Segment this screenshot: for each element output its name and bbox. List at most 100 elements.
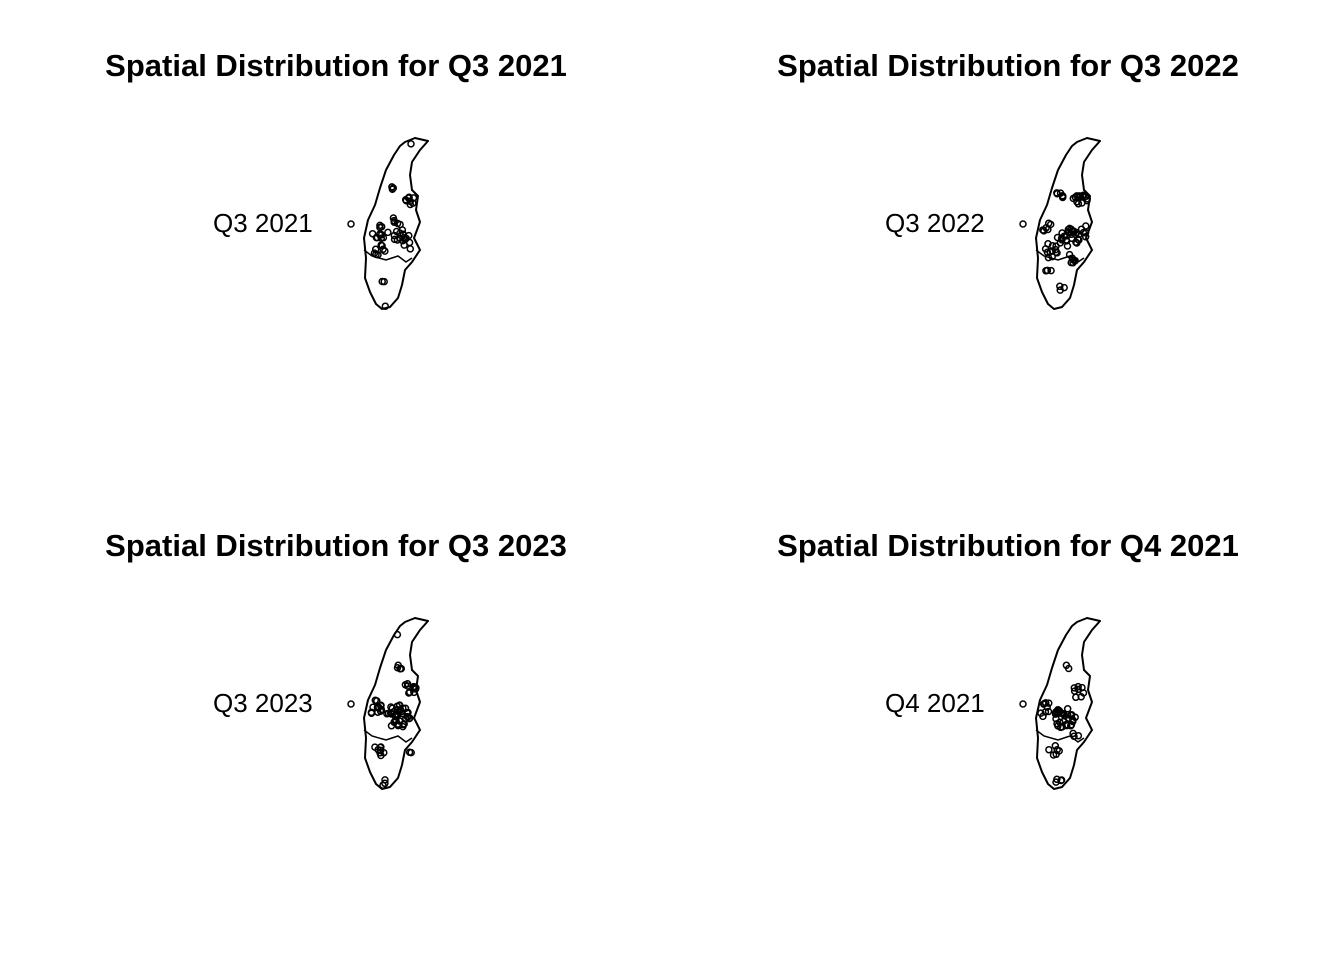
legend-label: Q3 2021 <box>213 208 313 238</box>
location-point <box>1074 682 1082 691</box>
location-point <box>392 227 401 236</box>
panel-title: Spatial Distribution for Q3 2022 <box>777 48 1239 83</box>
region-boundary-line <box>363 249 413 263</box>
location-point <box>390 707 398 716</box>
location-point <box>1069 256 1078 264</box>
location-point <box>371 245 380 254</box>
location-point <box>372 250 380 259</box>
location-point <box>1056 282 1064 291</box>
location-point <box>381 247 389 255</box>
location-point <box>1065 250 1074 259</box>
location-point <box>1060 283 1068 292</box>
location-point <box>383 709 391 718</box>
location-point <box>409 194 418 202</box>
location-point <box>1044 240 1052 248</box>
location-point <box>1054 722 1062 730</box>
location-point <box>377 234 386 242</box>
location-point <box>1079 689 1088 697</box>
region-outline <box>363 617 429 790</box>
location-point <box>371 696 380 705</box>
location-point <box>376 230 384 238</box>
region-outline <box>1035 617 1101 790</box>
location-point <box>1041 708 1050 716</box>
map-panel-q3-2023: Spatial Distribution for Q3 2023 Q3 2023 <box>0 480 672 960</box>
location-point <box>1053 775 1061 784</box>
location-point <box>402 714 410 723</box>
location-point <box>374 745 382 754</box>
legend-symbol-icon <box>1019 220 1027 228</box>
location-point <box>381 779 389 788</box>
location-point <box>1065 714 1073 722</box>
region-outline <box>1035 137 1101 310</box>
location-point <box>405 231 413 240</box>
legend-label: Q3 2022 <box>885 208 985 238</box>
location-point <box>390 235 399 244</box>
map-canvas <box>347 617 429 790</box>
location-point <box>1063 242 1072 250</box>
location-point <box>1067 234 1076 243</box>
location-point <box>401 196 410 204</box>
location-point <box>370 249 379 257</box>
legend-label: Q3 2023 <box>213 688 313 718</box>
location-point <box>1067 721 1076 729</box>
location-point <box>1045 699 1053 707</box>
map-canvas <box>1019 617 1101 790</box>
location-point <box>393 630 402 639</box>
map-panel-q3-2022: Spatial Distribution for Q3 2022 Q3 2022 <box>672 0 1344 480</box>
legend-symbol-icon <box>1019 700 1027 708</box>
location-point <box>1047 266 1055 275</box>
location-point <box>404 708 412 717</box>
location-point <box>407 748 415 757</box>
map-canvas <box>1019 137 1101 310</box>
location-point <box>1064 228 1073 236</box>
location-point <box>368 229 377 238</box>
location-point <box>379 245 387 254</box>
location-point <box>378 277 386 286</box>
location-point <box>1045 745 1053 754</box>
location-point <box>1052 715 1060 723</box>
location-point <box>1051 742 1060 750</box>
location-point <box>1075 192 1083 200</box>
location-point <box>1039 700 1048 708</box>
region-boundary-line <box>363 729 413 743</box>
map-panel-q4-2021: Spatial Distribution for Q4 2021 Q4 2021 <box>672 480 1344 960</box>
location-point <box>1063 721 1071 730</box>
location-point <box>1074 685 1082 694</box>
location-point <box>384 228 392 237</box>
location-point <box>390 216 398 225</box>
location-point <box>1069 194 1078 203</box>
location-point <box>381 302 390 310</box>
location-point <box>1069 716 1077 724</box>
location-point <box>1071 230 1080 239</box>
location-point <box>396 220 404 229</box>
legend-symbol-icon <box>347 220 355 228</box>
location-point <box>1049 751 1058 759</box>
region-outline <box>363 137 429 310</box>
location-point <box>400 241 408 249</box>
panel-title: Spatial Distribution for Q3 2021 <box>105 48 567 83</box>
location-point <box>1058 192 1067 200</box>
legend-symbol-icon <box>347 700 355 708</box>
map-canvas <box>347 137 429 310</box>
location-point <box>1057 776 1066 784</box>
location-point <box>389 184 398 192</box>
location-point <box>379 781 387 789</box>
region-boundary-line <box>1035 729 1085 743</box>
location-point <box>388 183 396 191</box>
location-point <box>1037 709 1045 717</box>
location-point <box>1040 227 1048 235</box>
location-point <box>1081 233 1090 241</box>
location-point <box>1046 248 1054 256</box>
location-point <box>393 720 402 728</box>
location-point <box>1064 664 1073 673</box>
location-point <box>1042 267 1050 275</box>
location-point <box>373 703 382 712</box>
location-point <box>1057 234 1066 242</box>
location-point <box>369 703 377 711</box>
location-point <box>1053 249 1061 257</box>
location-point <box>1063 705 1072 713</box>
location-point <box>377 751 385 760</box>
location-point <box>406 245 415 253</box>
location-point <box>401 681 410 689</box>
location-point <box>377 241 385 249</box>
